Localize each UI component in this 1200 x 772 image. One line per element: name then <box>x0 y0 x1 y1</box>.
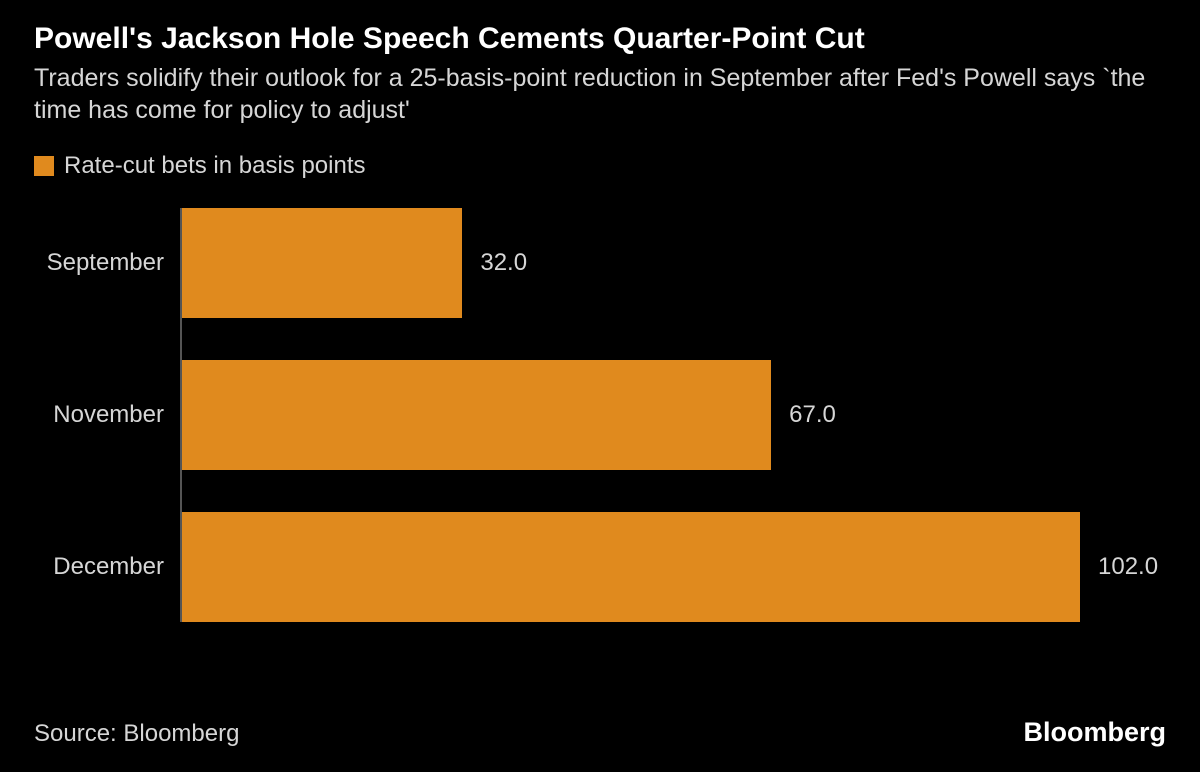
value-label: 32.0 <box>480 249 527 277</box>
chart-subtitle: Traders solidify their outlook for a 25-… <box>34 62 1166 126</box>
bar-wrap: 67.0 <box>180 360 1166 470</box>
legend-swatch <box>34 156 54 176</box>
bar-wrap: 102.0 <box>180 512 1166 622</box>
value-label: 67.0 <box>789 401 836 429</box>
footer: Source: Bloomberg Bloomberg <box>34 717 1166 748</box>
bar <box>180 360 771 470</box>
value-label: 102.0 <box>1098 553 1158 581</box>
bar-row-november: November 67.0 <box>34 360 1166 470</box>
chart-area: September 32.0 November 67.0 December 10… <box>34 208 1166 622</box>
chart-title: Powell's Jackson Hole Speech Cements Qua… <box>34 22 1166 56</box>
legend: Rate-cut bets in basis points <box>34 152 1166 180</box>
bar <box>180 512 1080 622</box>
category-label: September <box>34 249 180 277</box>
category-label: November <box>34 401 180 429</box>
y-axis-line <box>180 208 182 622</box>
legend-label: Rate-cut bets in basis points <box>64 152 366 180</box>
brand-logo: Bloomberg <box>1023 717 1166 748</box>
category-label: December <box>34 553 180 581</box>
chart-container: Powell's Jackson Hole Speech Cements Qua… <box>0 0 1200 772</box>
source-text: Source: Bloomberg <box>34 720 239 748</box>
bar-row-september: September 32.0 <box>34 208 1166 318</box>
bar-row-december: December 102.0 <box>34 512 1166 622</box>
bar-wrap: 32.0 <box>180 208 1166 318</box>
bar <box>180 208 462 318</box>
